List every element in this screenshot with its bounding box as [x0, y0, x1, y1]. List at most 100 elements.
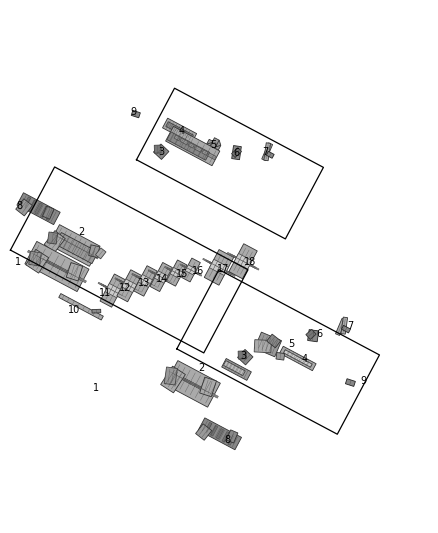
Polygon shape [205, 422, 212, 433]
Polygon shape [131, 110, 140, 118]
Text: 8: 8 [17, 201, 23, 212]
Polygon shape [227, 252, 250, 265]
Polygon shape [346, 379, 355, 386]
Polygon shape [232, 146, 241, 160]
Polygon shape [266, 151, 274, 158]
Polygon shape [54, 234, 71, 245]
Polygon shape [187, 380, 207, 392]
Polygon shape [153, 144, 169, 159]
Polygon shape [166, 122, 194, 140]
Text: 11: 11 [99, 288, 111, 298]
Text: 8: 8 [225, 434, 231, 445]
Polygon shape [88, 245, 100, 257]
Polygon shape [202, 150, 208, 156]
Polygon shape [46, 209, 54, 221]
Text: 9: 9 [131, 107, 137, 117]
Polygon shape [229, 244, 257, 279]
Polygon shape [222, 359, 251, 381]
Polygon shape [117, 270, 141, 302]
Polygon shape [42, 206, 54, 219]
Polygon shape [171, 372, 191, 384]
Text: 5: 5 [211, 140, 217, 150]
Polygon shape [254, 332, 282, 357]
Polygon shape [49, 224, 100, 266]
Polygon shape [236, 257, 259, 270]
Polygon shape [35, 203, 42, 214]
Polygon shape [134, 274, 155, 286]
Text: 1: 1 [15, 257, 21, 267]
Polygon shape [105, 284, 121, 298]
Polygon shape [171, 270, 188, 280]
Polygon shape [190, 382, 211, 394]
Polygon shape [115, 278, 136, 290]
Polygon shape [200, 377, 216, 397]
Polygon shape [17, 193, 60, 224]
Polygon shape [138, 274, 152, 287]
Polygon shape [198, 386, 219, 398]
Polygon shape [222, 432, 230, 442]
Polygon shape [216, 429, 223, 439]
Polygon shape [23, 197, 31, 208]
Polygon shape [179, 376, 199, 388]
Text: 18: 18 [244, 257, 256, 267]
Polygon shape [59, 294, 103, 320]
Polygon shape [194, 146, 202, 152]
Polygon shape [47, 232, 58, 244]
Polygon shape [155, 273, 174, 285]
Polygon shape [154, 145, 161, 153]
Polygon shape [25, 241, 89, 292]
Polygon shape [279, 346, 316, 370]
Polygon shape [342, 325, 350, 333]
Polygon shape [238, 351, 246, 359]
Polygon shape [55, 232, 98, 264]
Polygon shape [182, 265, 198, 274]
Polygon shape [209, 262, 232, 274]
Polygon shape [101, 284, 123, 296]
Polygon shape [180, 138, 188, 145]
Text: 1: 1 [93, 383, 99, 393]
Polygon shape [122, 281, 144, 294]
Polygon shape [174, 135, 180, 141]
Polygon shape [336, 318, 346, 335]
Polygon shape [208, 138, 219, 152]
Polygon shape [186, 267, 202, 276]
Polygon shape [165, 266, 182, 277]
Polygon shape [148, 270, 168, 281]
Polygon shape [207, 140, 221, 149]
Polygon shape [209, 259, 229, 276]
Polygon shape [122, 279, 137, 293]
Polygon shape [226, 430, 238, 443]
Polygon shape [228, 435, 235, 445]
Polygon shape [167, 132, 210, 160]
Polygon shape [167, 268, 184, 278]
Text: 12: 12 [119, 282, 131, 293]
Polygon shape [182, 258, 200, 282]
Text: 7: 7 [262, 147, 268, 157]
Polygon shape [254, 340, 272, 353]
Polygon shape [155, 271, 168, 283]
Text: 5: 5 [288, 340, 294, 350]
Polygon shape [98, 282, 120, 295]
Polygon shape [103, 285, 125, 297]
Polygon shape [152, 272, 172, 283]
Polygon shape [29, 200, 37, 211]
Polygon shape [58, 236, 75, 247]
Polygon shape [264, 143, 271, 161]
Polygon shape [175, 374, 195, 386]
Polygon shape [138, 277, 159, 289]
Polygon shape [262, 143, 272, 160]
Polygon shape [36, 255, 57, 267]
Polygon shape [223, 361, 245, 376]
Text: 14: 14 [156, 274, 168, 284]
Polygon shape [150, 271, 170, 282]
Polygon shape [183, 378, 203, 390]
Text: 3: 3 [158, 147, 164, 157]
Polygon shape [50, 232, 67, 243]
Polygon shape [29, 252, 41, 266]
Polygon shape [40, 206, 48, 217]
Polygon shape [267, 334, 281, 348]
Polygon shape [276, 352, 285, 360]
Polygon shape [132, 273, 152, 285]
Polygon shape [166, 126, 220, 166]
Polygon shape [169, 269, 186, 279]
